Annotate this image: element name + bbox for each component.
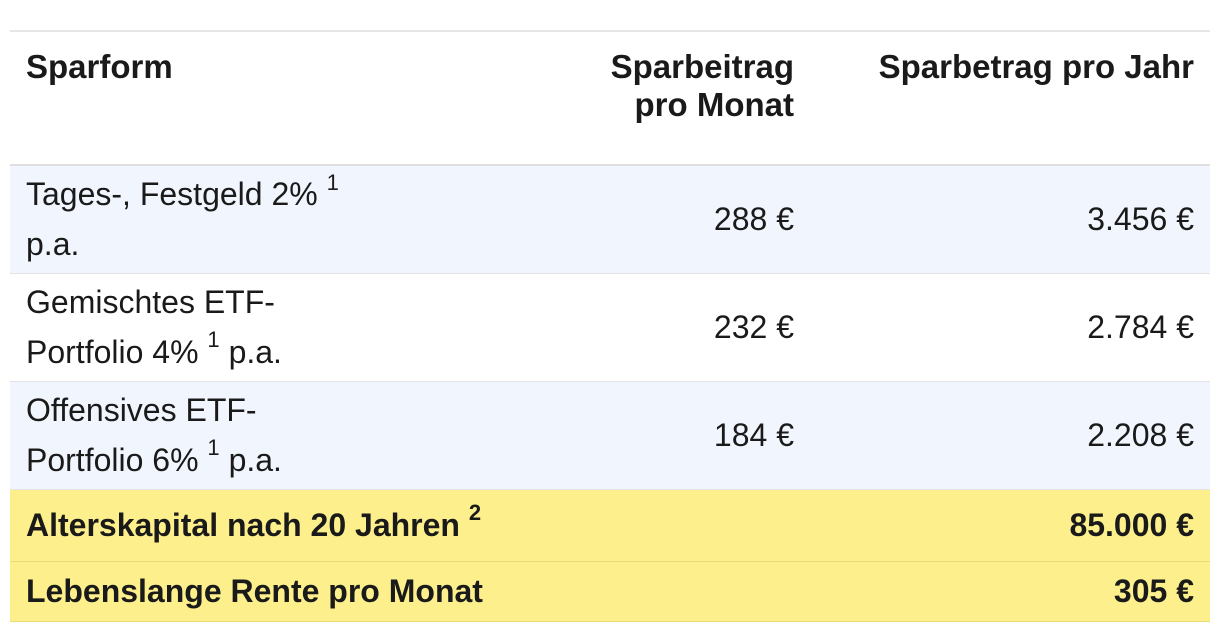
footnote-marker: 2	[468, 499, 482, 525]
cell-monthly: 184 €	[713, 417, 794, 453]
table-row: Offensives ETF-Portfolio 6% 1 p.a. 184 €…	[10, 381, 1210, 489]
cell-form: Tages-, Festgeld 2% 1 p.a.	[10, 165, 570, 273]
savings-table: Sparform Sparbeitrag pro Monat Sparbetra…	[10, 30, 1210, 622]
cell-form: Offensives ETF-Portfolio 6% 1 p.a.	[10, 381, 570, 489]
summary-label-text: Lebenslange Rente pro Monat	[26, 572, 483, 609]
summary-row-pension: Lebenslange Rente pro Monat 305 €	[10, 561, 1210, 621]
cell-yearly: 3.456 €	[1087, 201, 1194, 238]
form-label: Offensives ETF-Portfolio 6%	[26, 392, 257, 478]
form-suffix: p.a.	[26, 226, 80, 263]
savings-table-container: Sparform Sparbeitrag pro Monat Sparbetra…	[10, 30, 1210, 622]
header-monthly: Sparbeitrag pro Monat	[610, 48, 794, 123]
header-sparform: Sparform	[26, 48, 173, 85]
summary-label-text: Alterskapital nach 20 Jahren	[26, 506, 460, 543]
cell-form: Gemischtes ETF-Portfolio 4% 1 p.a.	[10, 273, 570, 381]
cell-yearly: 2.784 €	[1087, 309, 1194, 345]
form-suffix: p.a.	[228, 334, 282, 370]
footnote-marker: 1	[207, 327, 220, 353]
form-label: Tages-, Festgeld 2%	[26, 176, 318, 213]
summary-value: 305 €	[1113, 572, 1194, 609]
footnote-marker: 1	[326, 169, 339, 195]
footnote-marker: 1	[207, 435, 220, 461]
cell-monthly: 232 €	[713, 309, 794, 345]
cell-monthly: 288 €	[713, 201, 794, 238]
table-row: Gemischtes ETF-Portfolio 4% 1 p.a. 232 €…	[10, 273, 1210, 381]
summary-value: 85.000 €	[1069, 506, 1194, 543]
table-row: Tages-, Festgeld 2% 1 p.a. 288 € 3.456 €	[10, 165, 1210, 273]
summary-label: Alterskapital nach 20 Jahren 2	[10, 489, 810, 561]
cell-yearly: 2.208 €	[1087, 417, 1194, 453]
form-suffix: p.a.	[228, 442, 282, 478]
summary-row-capital: Alterskapital nach 20 Jahren 2 85.000 €	[10, 489, 1210, 561]
form-label: Gemischtes ETF-Portfolio 4%	[26, 284, 275, 370]
header-yearly: Sparbetrag pro Jahr	[878, 48, 1194, 85]
table-header-row: Sparform Sparbeitrag pro Monat Sparbetra…	[10, 31, 1210, 165]
summary-label: Lebenslange Rente pro Monat	[10, 561, 810, 621]
